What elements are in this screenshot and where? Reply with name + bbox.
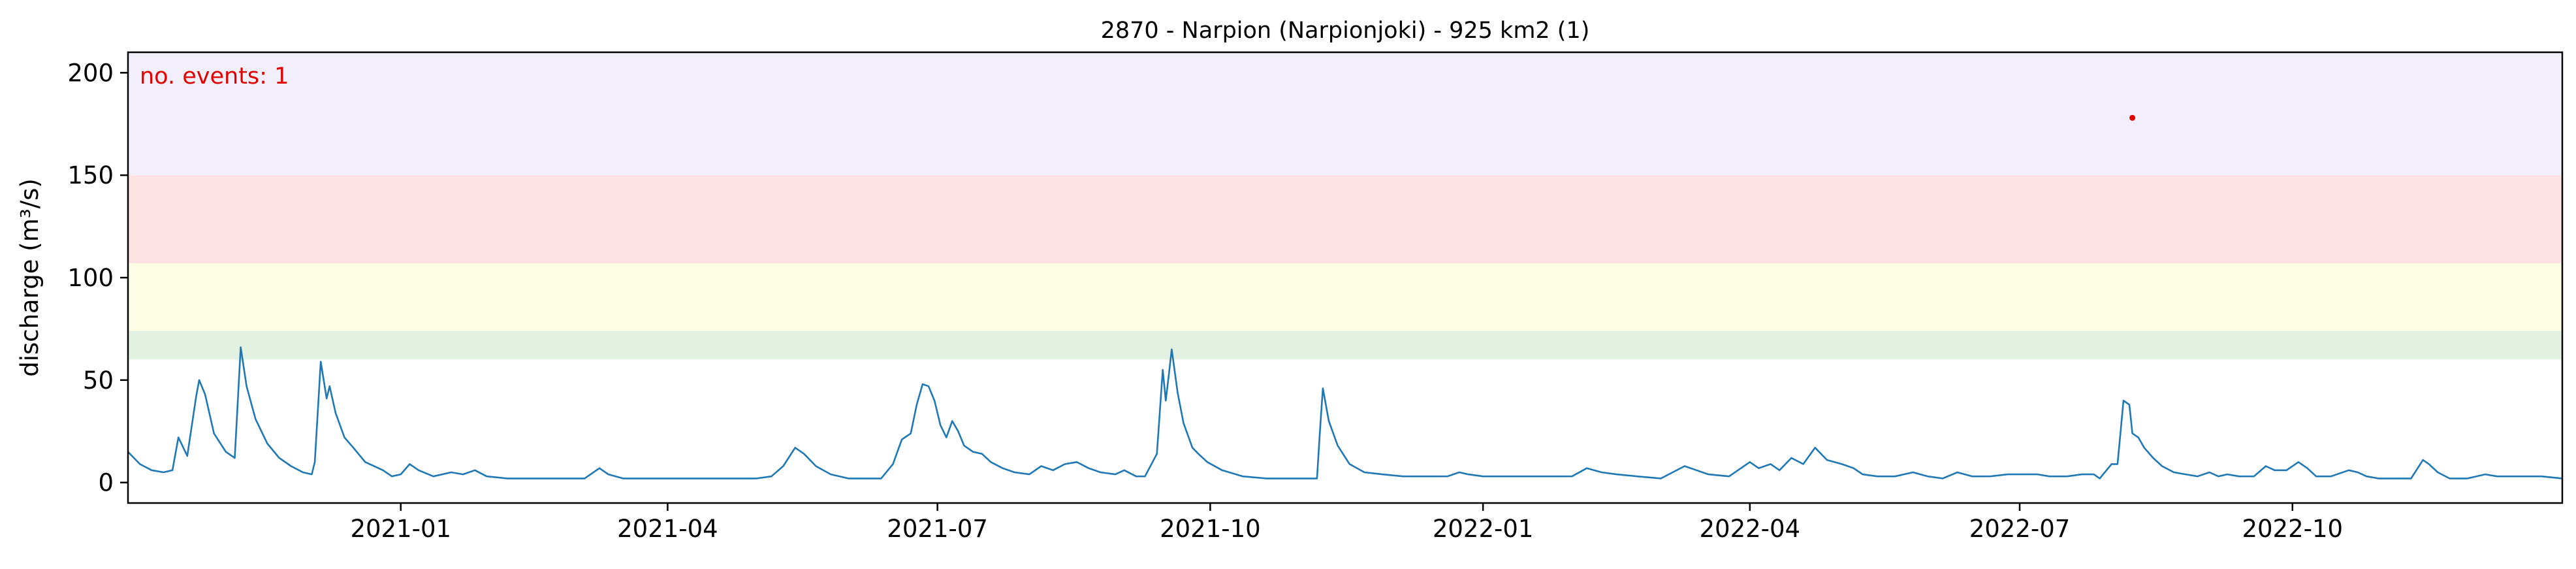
y-tick-label-150: 150 bbox=[67, 161, 114, 189]
y-axis-ticks: 0 50 100 150 200 bbox=[67, 59, 128, 497]
y-tick-label-100: 100 bbox=[67, 264, 114, 292]
x-tick-label-2: 2021-04 bbox=[617, 515, 718, 543]
chart-title: 2870 - Narpion (Narpionjoki) - 925 km2 (… bbox=[1101, 18, 1590, 44]
y-axis-label: discharge (m³/s) bbox=[16, 178, 44, 377]
threshold-band-3 bbox=[128, 175, 2562, 264]
threshold-band-4 bbox=[128, 52, 2562, 176]
y-tick-label-50: 50 bbox=[83, 366, 114, 395]
x-tick-label-1: 2021-01 bbox=[350, 515, 451, 543]
series-layer bbox=[127, 346, 2563, 480]
events-layer bbox=[2129, 114, 2136, 121]
x-tick-label-3: 2021-07 bbox=[887, 515, 988, 543]
threshold-band-1 bbox=[128, 331, 2562, 360]
x-axis-ticks: 2021-01 2021-04 2021-07 2021-10 2022-01 2022-… bbox=[350, 503, 2343, 543]
threshold-band-2 bbox=[128, 263, 2562, 331]
y-tick-label-0: 0 bbox=[98, 469, 114, 497]
y-tick-label-200: 200 bbox=[67, 59, 114, 87]
x-tick-label-8: 2022-10 bbox=[2242, 515, 2343, 543]
x-tick-label-7: 2022-07 bbox=[1969, 515, 2071, 543]
events-count-note: no. events: 1 bbox=[140, 63, 289, 89]
event-marker-1 bbox=[2129, 114, 2136, 121]
series-line-1 bbox=[127, 346, 2563, 480]
threshold-bands bbox=[128, 52, 2562, 360]
x-tick-label-6: 2022-04 bbox=[1700, 515, 1801, 543]
x-tick-label-4: 2021-10 bbox=[1160, 515, 1261, 543]
x-tick-label-5: 2022-01 bbox=[1433, 515, 1534, 543]
